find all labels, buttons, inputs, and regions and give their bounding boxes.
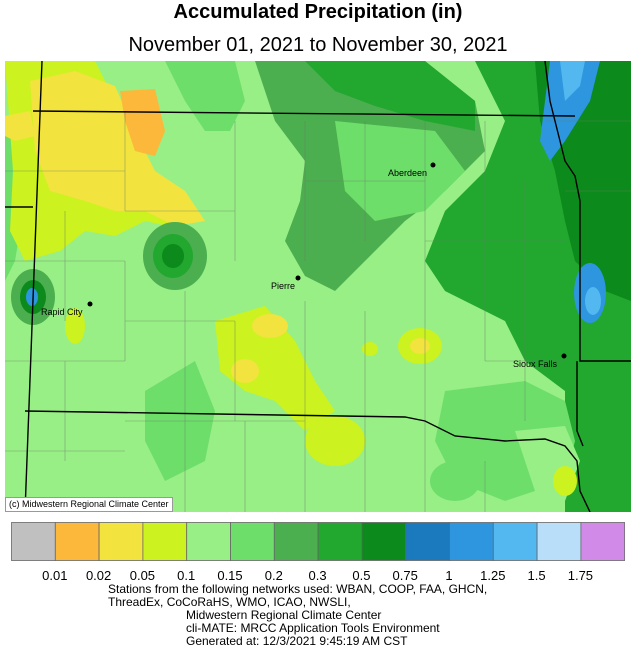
legend-tick-label: 0.2: [264, 568, 283, 583]
legend-swatch: [492, 522, 538, 561]
precip-zone: [252, 314, 288, 338]
state-line-sd-ia: [576, 361, 584, 447]
legend-swatch: [580, 522, 625, 561]
precip-zone: [162, 244, 184, 268]
copyright-credit: (c) Midwestern Regional Climate Center: [5, 497, 173, 512]
precip-zone: [65, 308, 85, 344]
precip-zone: [362, 342, 378, 356]
legend-swatch: [536, 522, 582, 561]
precip-zone: [410, 338, 430, 354]
city-label-sioux-falls: Sioux Falls: [513, 359, 558, 369]
legend-tick-label: 1.25: [480, 568, 506, 583]
city-marker-aberdeen: [430, 162, 436, 168]
precip-zone: [585, 287, 601, 315]
date-range-subtitle: November 01, 2021 to November 30, 2021: [128, 34, 508, 56]
footer-line: Stations from the following networks use…: [108, 582, 488, 596]
precip-zone: [335, 121, 465, 221]
legend-color-bar: [11, 522, 625, 561]
legend-tick-label: 0.5: [352, 568, 371, 583]
precip-zone: [30, 71, 205, 226]
footer-line: cli-MATE: MRCC Application Tools Environ…: [186, 621, 440, 635]
legend-tick-label: 0.01: [42, 568, 68, 583]
precip-zone: [120, 89, 165, 156]
precip-zone: [5, 111, 35, 141]
city-label-aberdeen: Aberdeen: [388, 168, 427, 178]
precip-zone: [231, 359, 259, 383]
legend-swatch: [186, 522, 231, 561]
legend-tick-label: 1.5: [527, 568, 546, 583]
footer-line: Generated at: 12/3/2021 9:45:19 AM CST: [186, 634, 408, 648]
footer-line: Midwestern Regional Climate Center: [186, 608, 382, 622]
color-legend: [11, 522, 625, 562]
legend-tick-label: 0.1: [177, 568, 196, 583]
legend-swatch: [11, 522, 56, 561]
legend-swatch: [361, 522, 407, 561]
precip-zone: [560, 61, 585, 101]
precip-zone: [540, 61, 600, 161]
legend-swatch: [142, 522, 188, 561]
state-line-sd-mn: [544, 61, 631, 362]
legend-tick-label: 0.02: [85, 568, 112, 583]
state-line-nd-sd: [32, 110, 576, 117]
city-marker-sioux-falls: [561, 353, 567, 359]
legend-swatch: [54, 522, 100, 561]
legend-tick-label: 0.15: [217, 568, 243, 583]
legend-swatch: [98, 522, 144, 561]
legend-tick-label: 1: [445, 568, 453, 583]
legend-swatch: [317, 522, 363, 561]
city-markers: Aberdeen Pierre Rapid City Sioux Falls: [41, 162, 567, 369]
legend-tick-label: 0.3: [308, 568, 327, 583]
precip-zone: [305, 61, 475, 131]
precip-zone: [553, 466, 577, 496]
city-label-pierre: Pierre: [271, 281, 295, 291]
legend-tick-label: 0.75: [392, 568, 418, 583]
city-marker-rapid-city: [87, 301, 93, 307]
legend-tick-label: 0.05: [129, 568, 156, 583]
state-boundaries: [5, 61, 631, 512]
state-line-west: [24, 61, 43, 512]
footer-notes: Stations from the following networks use…: [108, 583, 487, 648]
legend-tick-labels: 0.01 0.02 0.05 0.1 0.15 0.2 0.3 0.5 0.75 1 1.25 1.5…: [0, 568, 636, 584]
precip-zone: [26, 288, 38, 306]
city-label-rapid-city: Rapid City: [41, 307, 83, 317]
city-marker-pierre: [295, 275, 301, 281]
legend-swatch: [405, 522, 450, 561]
legend-tick-label: 1.75: [567, 568, 594, 583]
precipitation-map: Aberdeen Pierre Rapid City Sioux Falls: [5, 61, 631, 512]
map-title: Accumulated Precipitation (in): [173, 1, 463, 23]
precipitation-map-svg: Aberdeen Pierre Rapid City Sioux Falls: [5, 61, 631, 512]
state-line-sd-ne: [24, 410, 591, 512]
legend-swatch: [449, 522, 494, 561]
precip-zone: [430, 461, 480, 501]
legend-swatch: [273, 522, 319, 561]
precip-zone: [165, 61, 245, 131]
legend-swatch: [230, 522, 275, 561]
footer-line: ThreadEx, CoCoRaHS, WMO, ICAO, NWSLI,: [108, 595, 351, 609]
precip-zone: [305, 416, 365, 466]
